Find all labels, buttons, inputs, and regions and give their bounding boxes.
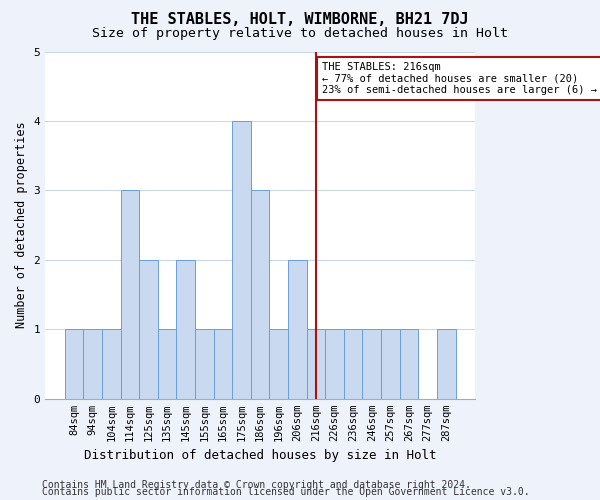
X-axis label: Distribution of detached houses by size in Holt: Distribution of detached houses by size … xyxy=(84,450,436,462)
Bar xyxy=(102,330,121,399)
Text: Size of property relative to detached houses in Holt: Size of property relative to detached ho… xyxy=(92,28,508,40)
Bar xyxy=(83,330,102,399)
Bar xyxy=(437,330,455,399)
Bar xyxy=(251,190,269,399)
Bar xyxy=(288,260,307,399)
Bar xyxy=(176,260,195,399)
Bar xyxy=(121,190,139,399)
Bar xyxy=(362,330,381,399)
Bar xyxy=(381,330,400,399)
Bar xyxy=(232,121,251,399)
Bar xyxy=(400,330,418,399)
Text: Contains HM Land Registry data © Crown copyright and database right 2024.: Contains HM Land Registry data © Crown c… xyxy=(42,480,471,490)
Bar xyxy=(195,330,214,399)
Text: Contains public sector information licensed under the Open Government Licence v3: Contains public sector information licen… xyxy=(42,487,530,497)
Bar xyxy=(139,260,158,399)
Text: THE STABLES, HOLT, WIMBORNE, BH21 7DJ: THE STABLES, HOLT, WIMBORNE, BH21 7DJ xyxy=(131,12,469,28)
Bar xyxy=(307,330,325,399)
Y-axis label: Number of detached properties: Number of detached properties xyxy=(15,122,28,328)
Bar xyxy=(65,330,83,399)
Text: THE STABLES: 216sqm
← 77% of detached houses are smaller (20)
23% of semi-detach: THE STABLES: 216sqm ← 77% of detached ho… xyxy=(322,62,598,95)
Bar xyxy=(158,330,176,399)
Bar xyxy=(214,330,232,399)
Bar xyxy=(344,330,362,399)
Bar xyxy=(269,330,288,399)
Bar xyxy=(325,330,344,399)
